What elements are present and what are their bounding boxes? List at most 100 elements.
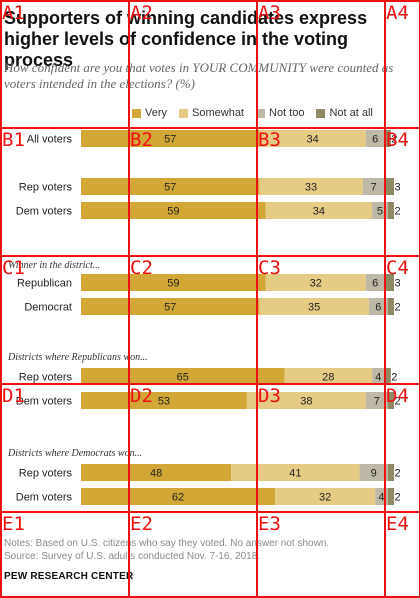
bar-g3-dem-voters-not-at-all xyxy=(387,392,394,409)
value-label-g4-dem-voters-not-at-all: 2 xyxy=(394,492,400,504)
bar-g3-rep-voters-somewhat xyxy=(284,368,373,385)
legend-label-not-too: Not too xyxy=(269,107,305,119)
legend: Very Somewhat Not too Not at all xyxy=(132,106,385,120)
bar-g1-dem-voters-not-at-all xyxy=(387,202,394,219)
value-label-g2-republican-not-at-all: 3 xyxy=(394,278,400,290)
value-label-g3-rep-voters-somewhat: 28 xyxy=(322,372,334,384)
grid-label-b3: B3 xyxy=(258,129,281,151)
value-label-g2-republican-not-too: 6 xyxy=(372,278,378,290)
legend-label-very: Very xyxy=(145,107,168,119)
bar-g3-rep-voters-very xyxy=(81,368,285,385)
value-label-g1-rep-voters-not-at-all: 3 xyxy=(394,182,400,194)
group-heading-districts-where-democrats-won: Districts where Democrats won... xyxy=(7,448,142,459)
row-label-g2-democrat: Democrat xyxy=(24,302,72,314)
value-label-g1-dem-voters-not-at-all: 2 xyxy=(394,206,400,218)
value-label-g1-dem-voters-not-too: 5 xyxy=(377,206,383,218)
grid-label-b1: B1 xyxy=(2,129,25,151)
grid-label-e2: E2 xyxy=(130,513,153,535)
value-label-g1-dem-voters-very: 59 xyxy=(167,206,179,218)
value-label-g3-rep-voters-very: 65 xyxy=(177,372,189,384)
bar-g1-dem-voters-very xyxy=(81,202,266,219)
value-label-g4-dem-voters-very: 62 xyxy=(172,492,184,504)
row-label-g3-rep-voters: Rep voters xyxy=(19,372,73,384)
grid-label-e3: E3 xyxy=(258,513,281,535)
bar-g4-dem-voters-somewhat xyxy=(275,488,376,505)
value-label-g1-rep-voters-somewhat: 33 xyxy=(305,182,317,194)
grid-label-a4: A4 xyxy=(386,2,409,24)
bar-g4-rep-voters-very xyxy=(81,464,232,481)
bar-g2-republican-not-too xyxy=(365,274,385,291)
legend-item-not-at-all: Not at all xyxy=(316,107,373,119)
bar-g1-dem-voters-somewhat xyxy=(265,202,373,219)
bar-g2-democrat-very xyxy=(81,298,260,315)
row-label-g3-dem-voters: Dem voters xyxy=(16,396,73,408)
grid-label-a3: A3 xyxy=(258,2,281,24)
chart-title: Supporters of winning candidates express… xyxy=(4,8,368,70)
grid-label-d4: D4 xyxy=(386,385,409,407)
value-label-g4-dem-voters-not-too: 4 xyxy=(378,492,384,504)
pew-logo: PEW RESEARCH CENTER xyxy=(4,571,134,582)
bar-g3-dem-voters-not-too xyxy=(365,392,388,409)
grid-label-e1: E1 xyxy=(2,513,25,535)
legend-swatch-not-at-all xyxy=(316,108,326,118)
value-label-g4-rep-voters-not-at-all: 2 xyxy=(394,468,400,480)
legend-item-very: Very xyxy=(132,107,167,119)
value-label-g3-rep-voters-not-too: 4 xyxy=(375,372,381,384)
bar-g1-rep-voters-somewhat xyxy=(259,178,363,195)
value-label-g3-rep-voters-not-at-all: 2 xyxy=(391,372,397,384)
bar-g4-dem-voters-not-at-all xyxy=(387,488,394,505)
value-label-g3-dem-voters-somewhat: 38 xyxy=(300,396,312,408)
bar-g1-rep-voters-very xyxy=(81,178,260,195)
bar-g2-republican-very xyxy=(81,274,266,291)
grid-label-c2: C2 xyxy=(130,257,153,279)
bar-g1-all-voters-not-at-all xyxy=(384,130,391,147)
row-label-g1-rep-voters: Rep voters xyxy=(19,182,73,194)
bar-g1-rep-voters-not-at-all xyxy=(384,178,394,195)
row-label-g4-rep-voters: Rep voters xyxy=(19,468,73,480)
row-label-g1-all-voters: All voters xyxy=(27,134,73,146)
bar-g1-all-voters-not-too xyxy=(365,130,385,147)
legend-label-not-at-all: Not at all xyxy=(329,107,373,119)
grid-label-d3: D3 xyxy=(258,385,281,407)
legend-swatch-not-too xyxy=(256,108,265,118)
bar-g1-all-voters-very xyxy=(81,130,260,147)
grid-label-c3: C3 xyxy=(258,257,281,279)
value-label-g1-all-voters-somewhat: 34 xyxy=(306,134,318,146)
value-label-g4-dem-voters-somewhat: 32 xyxy=(319,492,331,504)
bar-g3-dem-voters-somewhat xyxy=(246,392,366,409)
bar-g2-democrat-somewhat xyxy=(259,298,369,315)
bar-g4-rep-voters-somewhat xyxy=(231,464,360,481)
bar-g3-rep-voters-not-at-all xyxy=(384,368,391,385)
legend-item-not-too: Not too xyxy=(256,107,304,119)
grid-label-b4: B4 xyxy=(386,129,409,151)
bar-g2-republican-not-at-all xyxy=(384,274,394,291)
source-line: Source: Survey of U.S. adults conducted … xyxy=(4,551,261,562)
value-label-g2-democrat-very: 57 xyxy=(164,302,176,314)
grid-label-d1: D1 xyxy=(2,385,25,407)
value-label-g1-rep-voters-not-too: 7 xyxy=(371,182,377,194)
chart-subtitle: How confident are you that votes in YOUR… xyxy=(4,60,394,91)
value-label-g1-all-voters-not-at-all: 2 xyxy=(391,134,397,146)
bar-g3-dem-voters-very xyxy=(81,392,247,409)
bar-g2-democrat-not-too xyxy=(368,298,388,315)
value-label-g1-all-voters-very: 57 xyxy=(164,134,176,146)
value-label-g3-dem-voters-very: 53 xyxy=(158,396,170,408)
notes: Notes: Based on U.S. citizens who say th… xyxy=(4,537,414,563)
bar-g1-rep-voters-not-too xyxy=(362,178,385,195)
legend-swatch-somewhat xyxy=(179,108,189,118)
value-label-g3-dem-voters-not-too: 7 xyxy=(374,396,380,408)
grid-label-a1: A1 xyxy=(2,2,25,24)
grid-label-d2: D2 xyxy=(130,385,153,407)
bar-g4-rep-voters-not-at-all xyxy=(387,464,394,481)
group-heading-districts-where-republicans-won: Districts where Republicans won... xyxy=(7,352,148,363)
value-label-g2-republican-somewhat: 32 xyxy=(310,278,322,290)
notes-line: Notes: Based on U.S. citizens who say th… xyxy=(4,538,330,549)
legend-label-somewhat: Somewhat xyxy=(192,107,244,119)
grid-label-c4: C4 xyxy=(386,257,409,279)
bar-g2-republican-somewhat xyxy=(265,274,366,291)
row-label-g2-republican: Republican xyxy=(17,278,72,290)
row-label-g4-dem-voters: Dem voters xyxy=(16,492,73,504)
value-label-g1-rep-voters-very: 57 xyxy=(164,182,176,194)
bar-g1-dem-voters-not-too xyxy=(372,202,388,219)
